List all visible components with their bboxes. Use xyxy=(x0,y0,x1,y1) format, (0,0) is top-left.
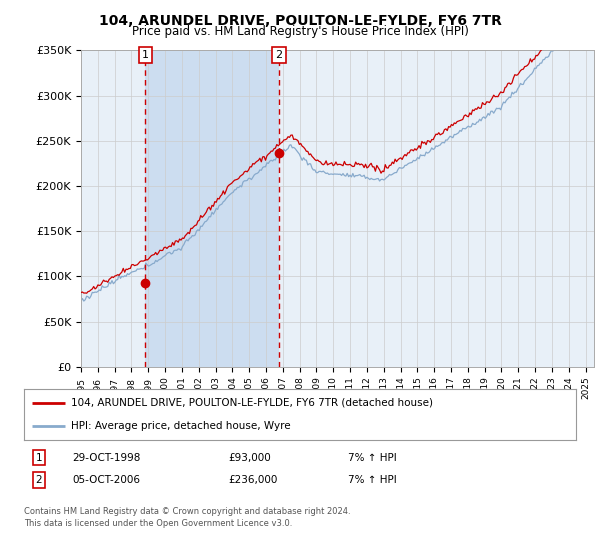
Text: 104, ARUNDEL DRIVE, POULTON-LE-FYLDE, FY6 7TR: 104, ARUNDEL DRIVE, POULTON-LE-FYLDE, FY… xyxy=(98,14,502,28)
Text: 104, ARUNDEL DRIVE, POULTON-LE-FYLDE, FY6 7TR (detached house): 104, ARUNDEL DRIVE, POULTON-LE-FYLDE, FY… xyxy=(71,398,433,408)
Text: HPI: Average price, detached house, Wyre: HPI: Average price, detached house, Wyre xyxy=(71,421,290,431)
Text: 2: 2 xyxy=(35,475,43,485)
Text: 7% ↑ HPI: 7% ↑ HPI xyxy=(348,475,397,485)
Text: £93,000: £93,000 xyxy=(228,452,271,463)
Text: Contains HM Land Registry data © Crown copyright and database right 2024.
This d: Contains HM Land Registry data © Crown c… xyxy=(24,507,350,528)
Text: Price paid vs. HM Land Registry's House Price Index (HPI): Price paid vs. HM Land Registry's House … xyxy=(131,25,469,38)
Text: 29-OCT-1998: 29-OCT-1998 xyxy=(72,452,140,463)
Text: 2: 2 xyxy=(275,50,282,60)
Text: £236,000: £236,000 xyxy=(228,475,277,485)
Text: 1: 1 xyxy=(35,452,43,463)
Text: 7% ↑ HPI: 7% ↑ HPI xyxy=(348,452,397,463)
Text: 1: 1 xyxy=(142,50,149,60)
Bar xyxy=(145,50,278,367)
Text: 05-OCT-2006: 05-OCT-2006 xyxy=(72,475,140,485)
